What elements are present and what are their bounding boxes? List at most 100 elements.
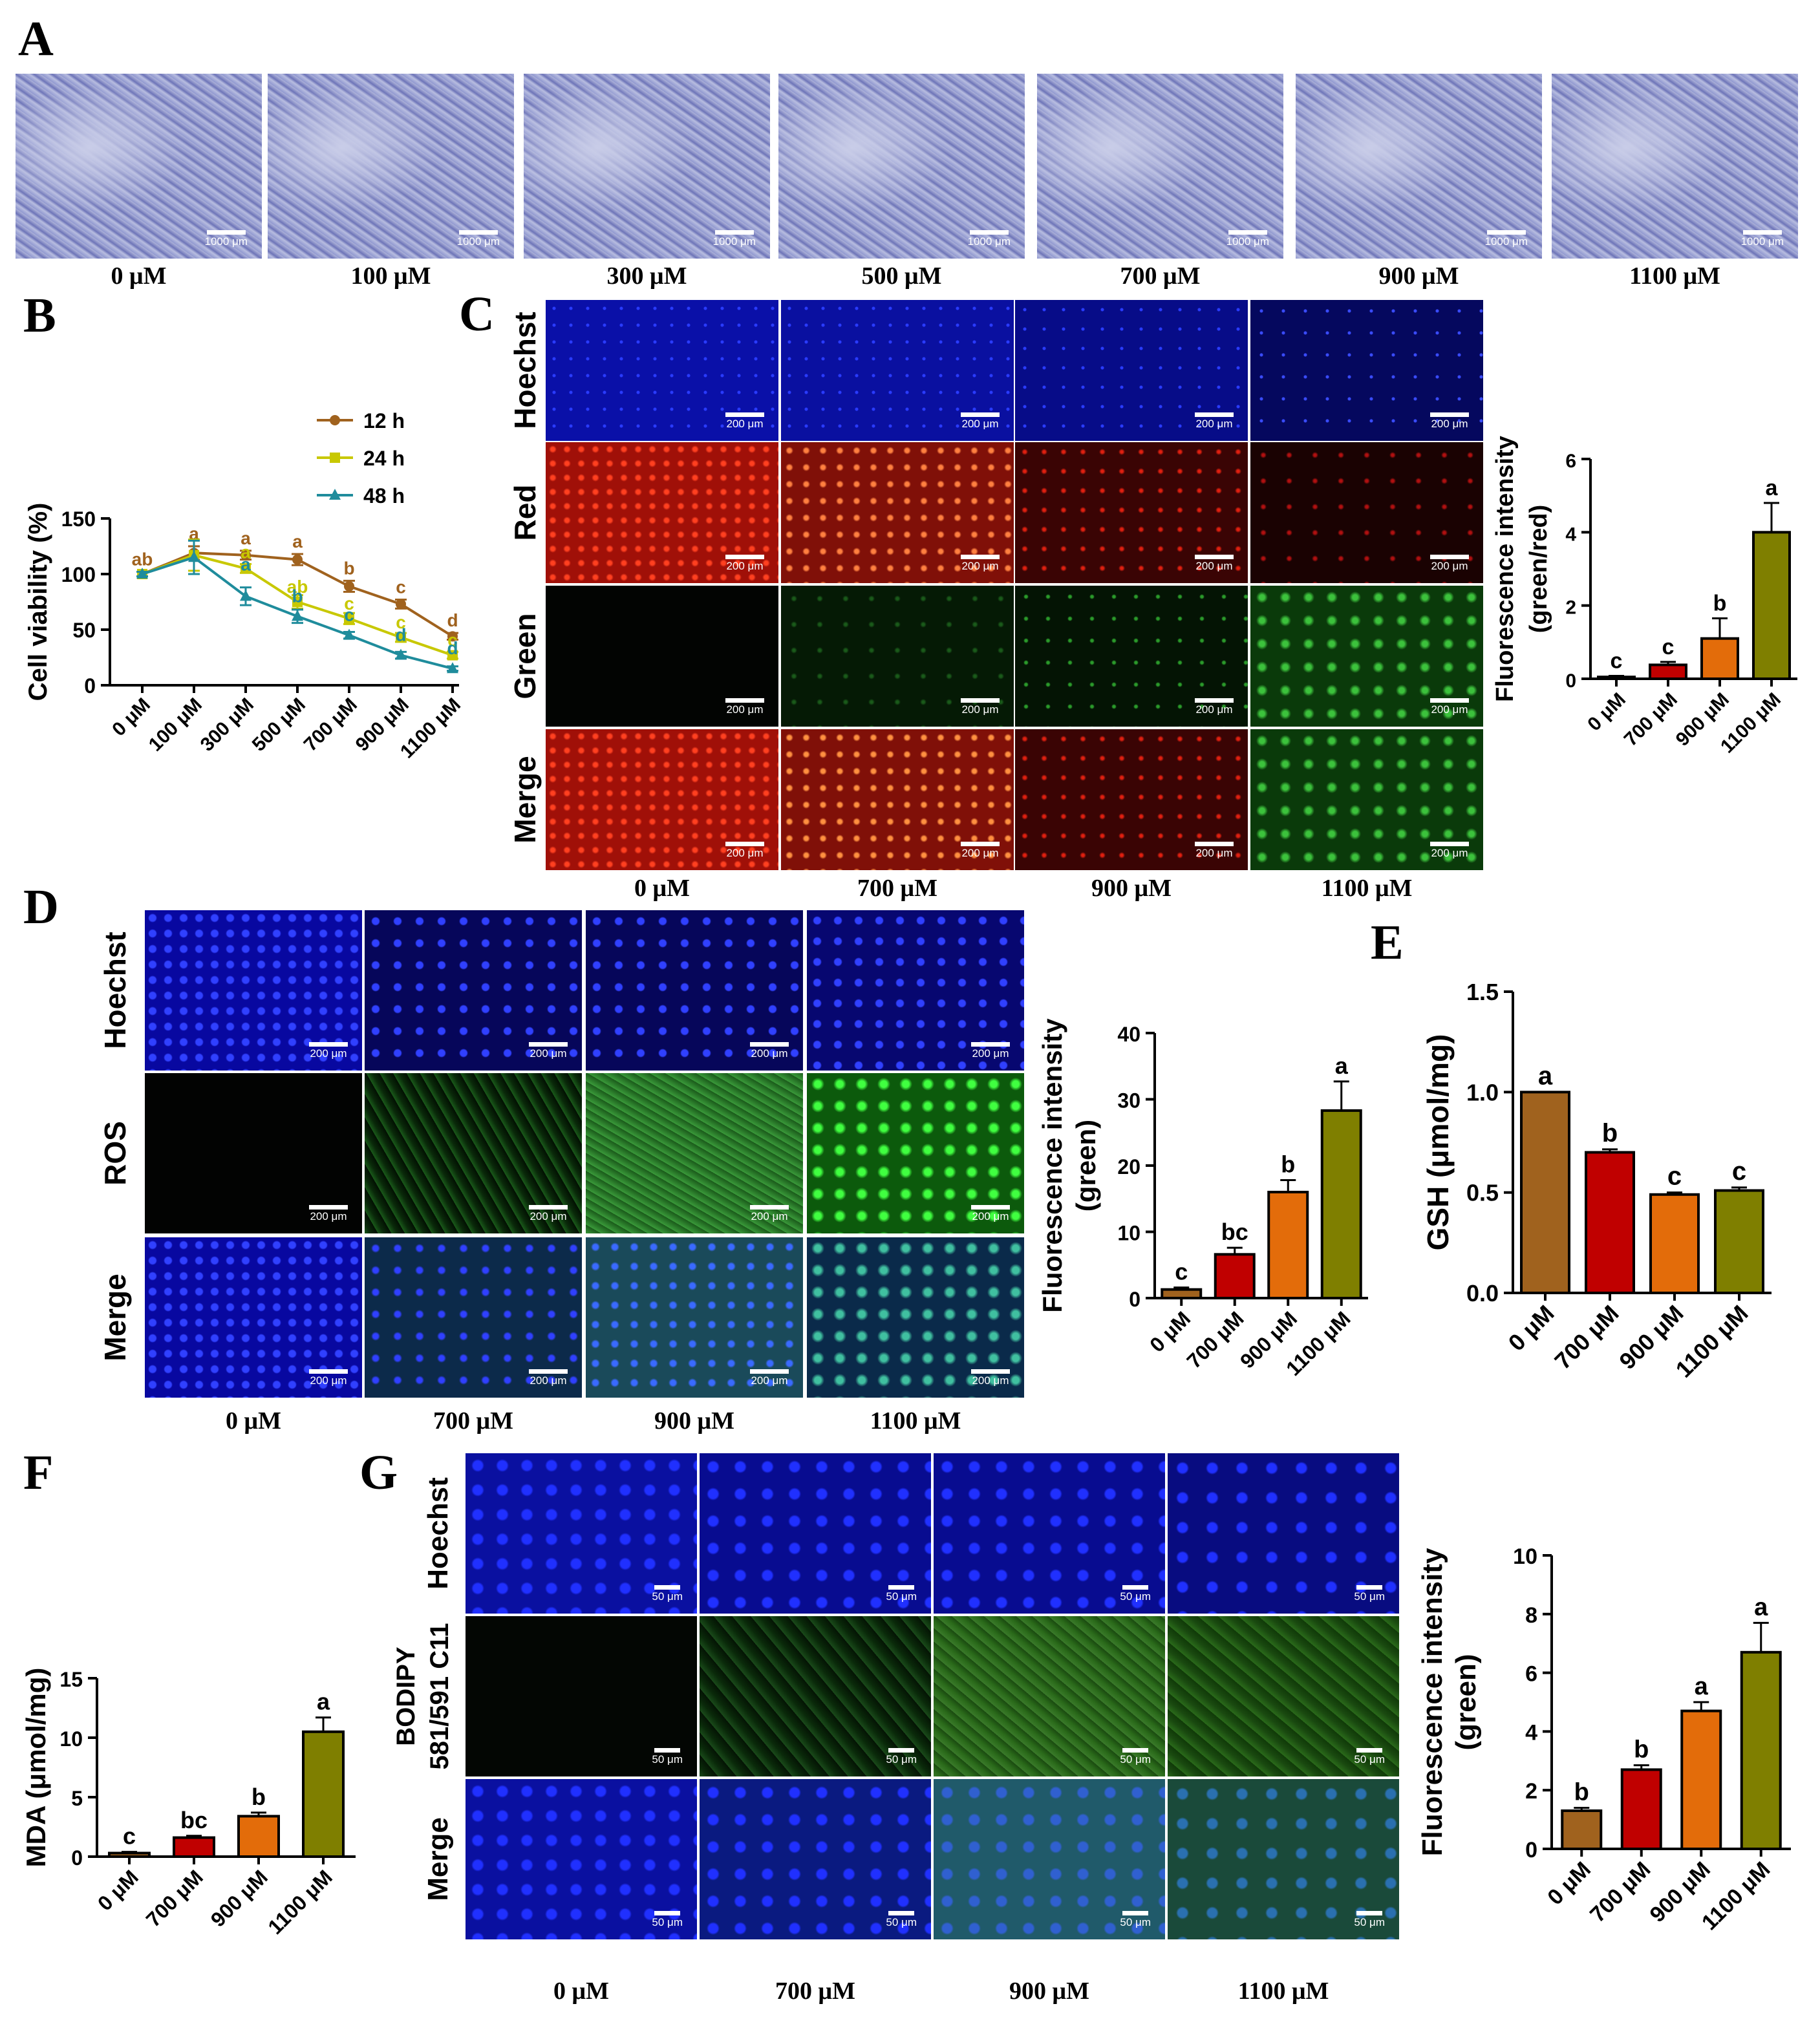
significance-letter: a bbox=[1766, 476, 1779, 500]
fluorescence-image-c-2-0: 200 μm bbox=[544, 584, 780, 728]
scale-bar-line bbox=[458, 230, 498, 235]
scale-bar-line bbox=[1122, 1585, 1149, 1590]
fluorescence-image-c-1-1: 200 μm bbox=[780, 441, 1015, 584]
significance-letter: b bbox=[1602, 1119, 1618, 1147]
x-tick-label: 0 μM bbox=[1583, 689, 1630, 736]
y-axis-label: Fluorescence intensity bbox=[1037, 1018, 1067, 1313]
significance-letter: c bbox=[123, 1823, 136, 1850]
scale-bar-line bbox=[725, 842, 764, 846]
scale-bar-label: 200 μm bbox=[961, 703, 999, 716]
scale-bar-label: 200 μm bbox=[310, 1374, 347, 1387]
y-tick-label: 4 bbox=[1565, 524, 1576, 545]
y-tick-label: 4 bbox=[1525, 1720, 1537, 1745]
data-point bbox=[188, 551, 200, 562]
data-point bbox=[136, 568, 148, 579]
data-point bbox=[396, 632, 406, 643]
x-tick-label: 0 μM bbox=[1543, 1857, 1596, 1910]
y-tick-label: 2 bbox=[1565, 597, 1576, 619]
phase-contrast-image-0: 1000 μm bbox=[14, 72, 263, 260]
scale-bar: 1000 μm bbox=[968, 230, 1011, 247]
fluorescence-image-g-0-3: 50 μm bbox=[1166, 1452, 1400, 1615]
scale-bar: 1000 μm bbox=[457, 230, 500, 247]
caption-c-3: 1100 μM bbox=[1321, 875, 1413, 902]
scale-bar: 1000 μm bbox=[1485, 230, 1528, 247]
scale-bar: 1000 μm bbox=[1226, 230, 1269, 247]
scale-bar-label: 200 μm bbox=[1431, 703, 1468, 716]
significance-letter: b bbox=[1574, 1778, 1589, 1806]
scale-bar: 200 μm bbox=[1430, 698, 1469, 715]
scale-bar-label: 200 μm bbox=[726, 560, 764, 572]
scale-bar-label: 200 μm bbox=[726, 847, 764, 859]
scale-bar: 200 μm bbox=[961, 842, 1000, 859]
significance-letter: a bbox=[241, 554, 251, 574]
panel-letter-b: B bbox=[23, 288, 56, 343]
scale-bar: 200 μm bbox=[1195, 555, 1234, 571]
y-tick-label: 5 bbox=[71, 1787, 83, 1810]
scale-bar: 200 μm bbox=[750, 1205, 789, 1222]
scale-bar-line bbox=[888, 1748, 915, 1753]
scale-bar: 50 μm bbox=[1354, 1911, 1385, 1928]
scale-bar-label: 200 μm bbox=[751, 1047, 788, 1060]
row-label-g-bodipy: BODIPY bbox=[392, 1647, 420, 1746]
fluorescence-image-d-2-0: 200 μm bbox=[144, 1236, 363, 1399]
scale-bar: 200 μm bbox=[750, 1369, 789, 1386]
scale-bar-label: 1000 μm bbox=[967, 235, 1011, 248]
caption-a-3: 500 μM bbox=[861, 262, 942, 290]
y-tick-label: 0 bbox=[71, 1846, 83, 1870]
fluorescence-image-d-0-1: 200 μm bbox=[363, 909, 583, 1072]
x-tick-label: 0 μM bbox=[108, 694, 155, 741]
scale-bar: 50 μm bbox=[652, 1748, 683, 1765]
fluorescence-image-c-3-1: 200 μm bbox=[780, 728, 1015, 871]
significance-letter: ab bbox=[132, 549, 153, 570]
fluorescence-image-c-3-2: 200 μm bbox=[1014, 728, 1249, 871]
x-tick-label: 700 μM bbox=[1585, 1857, 1655, 1927]
scale-bar-line bbox=[725, 412, 764, 417]
scale-bar: 50 μm bbox=[652, 1911, 683, 1928]
data-point bbox=[292, 554, 303, 565]
scale-bar-label: 50 μm bbox=[1354, 1590, 1385, 1603]
significance-letter: c bbox=[1732, 1157, 1746, 1186]
caption-c-2: 900 μM bbox=[1091, 875, 1172, 902]
bar bbox=[1320, 1109, 1362, 1300]
scale-bar-line bbox=[750, 1205, 789, 1210]
scale-bar-line bbox=[1195, 842, 1234, 846]
fluorescence-image-c-2-2: 200 μm bbox=[1014, 584, 1249, 728]
scale-bar-label: 200 μm bbox=[726, 703, 764, 716]
scale-bar-label: 200 μm bbox=[972, 1210, 1009, 1222]
scale-bar-label: 200 μm bbox=[530, 1047, 567, 1060]
scale-bar-label: 200 μm bbox=[1195, 703, 1233, 716]
scale-bar-line bbox=[1195, 698, 1234, 703]
scale-bar-line bbox=[971, 1205, 1010, 1210]
scale-bar: 50 μm bbox=[1354, 1585, 1385, 1602]
y-axis-label: GSH (μmol/mg) bbox=[1421, 1034, 1455, 1251]
significance-letter: c bbox=[1667, 1162, 1682, 1191]
significance-letter: a bbox=[241, 528, 251, 548]
scale-bar-label: 50 μm bbox=[886, 1590, 917, 1603]
significance-letter: c bbox=[396, 577, 406, 597]
fluorescence-image-c-3-3: 200 μm bbox=[1249, 728, 1484, 871]
scale-bar: 200 μm bbox=[725, 698, 764, 715]
x-tick-label: 700 μM bbox=[1549, 1300, 1623, 1374]
x-tick-label: 700 μM bbox=[1183, 1306, 1248, 1372]
legend-label: 12 h bbox=[363, 409, 405, 432]
scale-bar-line bbox=[725, 698, 764, 703]
significance-letter: a bbox=[1538, 1061, 1553, 1090]
y-tick-label: 150 bbox=[61, 507, 96, 531]
scale-bar-line bbox=[206, 230, 246, 235]
fluorescence-image-g-1-1: 50 μm bbox=[698, 1615, 932, 1778]
significance-letter: c bbox=[396, 612, 406, 632]
scale-bar-line bbox=[529, 1369, 568, 1374]
scale-bar: 200 μm bbox=[971, 1042, 1010, 1059]
data-point bbox=[447, 631, 458, 642]
caption-a-0: 0 μM bbox=[111, 262, 167, 290]
scale-bar-label: 200 μm bbox=[310, 1210, 347, 1222]
y-tick-label: 10 bbox=[1117, 1222, 1140, 1245]
significance-letter: b bbox=[1281, 1151, 1295, 1178]
caption-g-3: 1100 μM bbox=[1237, 1978, 1329, 2005]
data-point bbox=[343, 628, 355, 640]
bar bbox=[1597, 676, 1636, 680]
significance-letter: d bbox=[395, 625, 406, 645]
y-tick-label: 6 bbox=[1525, 1662, 1537, 1687]
scale-bar-line bbox=[714, 230, 754, 235]
